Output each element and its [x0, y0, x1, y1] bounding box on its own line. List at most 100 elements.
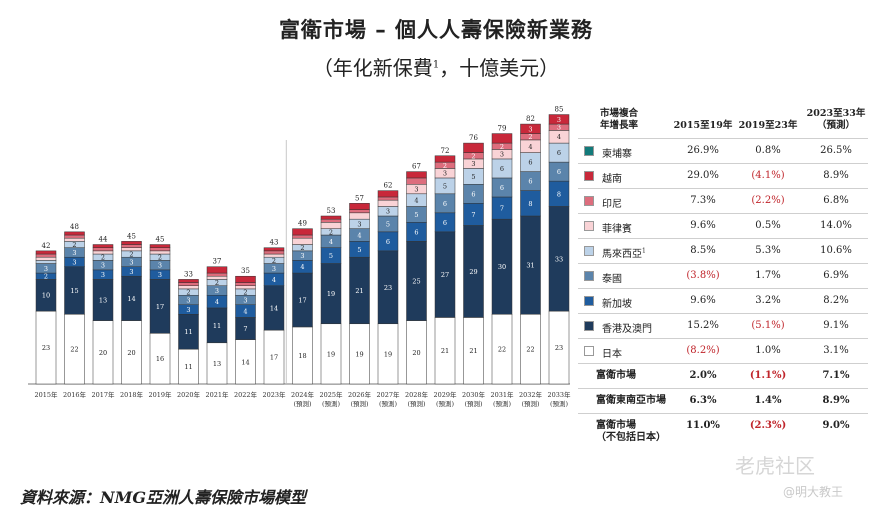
- category-label: 2015年: [34, 390, 58, 399]
- bar-segment-label: 17: [298, 296, 306, 304]
- legend-cagr-value: 8.5%: [690, 245, 716, 256]
- legend-total-value: 1.4%: [754, 395, 782, 406]
- category-label: 2033年: [547, 390, 571, 399]
- legend-cagr-value: 0.5%: [755, 220, 781, 231]
- bar-segment-label: 6: [443, 219, 447, 227]
- legend-market-name: 香港及澳門: [602, 324, 652, 335]
- bar-segment-label: 2: [44, 273, 48, 281]
- bar-segment-label: 3: [272, 265, 276, 273]
- bar-segment-vietnam: [377, 190, 399, 198]
- bar-segment-label: 14: [270, 304, 278, 312]
- forecast-label: (預測): [350, 399, 369, 408]
- bar-segment-label: 3: [186, 296, 190, 304]
- bar-segment-indonesia: [377, 196, 399, 201]
- subtitle-tail: ，十億美元）: [439, 56, 560, 80]
- category-label: 2032年: [519, 390, 543, 399]
- legend-swatch-cambodia: [584, 146, 594, 156]
- bar-segment-label: 3: [101, 262, 105, 270]
- bar-segment-label: 2: [72, 241, 76, 249]
- category-label: 2030年: [462, 390, 486, 399]
- bar-segment-indonesia: [263, 250, 285, 255]
- bar-segment-label: 30: [498, 263, 506, 271]
- bar-segment-label: 4: [528, 143, 532, 151]
- bar-segment-label: 5: [443, 182, 447, 190]
- legend-cagr-value: (2.2%): [751, 195, 785, 206]
- category-label: 2031年: [490, 390, 514, 399]
- bar-segment-indonesia: [149, 247, 171, 252]
- chart-subtitle: （年化新保費1，十億美元）: [0, 52, 872, 81]
- bar-segment-label: 19: [355, 350, 363, 358]
- bar-segment-philippines: [263, 253, 285, 258]
- bar-total-label: 76: [469, 134, 478, 142]
- bar-segment-vietnam: [434, 155, 456, 163]
- bar-segment-vietnam: [35, 250, 57, 255]
- bar-segment-label: 3: [471, 160, 475, 168]
- bar-segment-philippines: [349, 212, 370, 220]
- bar-segment-label: 3: [414, 186, 418, 194]
- bar-segment-philippines: [377, 199, 399, 207]
- bar-segment-label: 4: [300, 263, 304, 271]
- bar-segment-label: 6: [528, 159, 532, 167]
- forecast-label: (預測): [322, 399, 341, 408]
- watermark-author: @明大教王: [783, 485, 844, 499]
- bar-segment-vietnam: [149, 244, 171, 248]
- bar-segment-label: 2: [300, 244, 304, 252]
- bar-total-label: 62: [384, 182, 393, 190]
- forecast-label: (預測): [436, 399, 455, 408]
- legend-total-row: 富衛東南亞市場 6.3% 1.4% 8.9%: [578, 388, 868, 414]
- bar-segment-indonesia: [235, 282, 256, 286]
- bar-segment-vietnam: [92, 244, 114, 248]
- bar-segment-label: 3: [129, 258, 133, 266]
- bar-segment-label: 2: [528, 133, 532, 141]
- legend-total-value: 9.0%: [822, 420, 850, 431]
- category-label: 2021年: [205, 390, 229, 399]
- bar-segment-label: 2: [129, 251, 133, 259]
- bar-segment-label: 31: [526, 262, 534, 270]
- category-label: 2029年: [433, 390, 457, 399]
- legend-total-name: 富衛市場: [596, 370, 636, 381]
- bar-segment-label: 6: [414, 228, 418, 236]
- bar-segment-vietnam: [491, 133, 513, 144]
- category-label: 2019年: [148, 390, 172, 399]
- legend-cagr-value: 0.8%: [755, 145, 781, 156]
- legend-market-name: 印尼: [602, 199, 622, 210]
- bar-segment-label: 3: [44, 265, 48, 273]
- bar-total-label: 79: [498, 125, 507, 133]
- legend-row-singapore: 新加坡 9.6% 3.2% 8.2%: [578, 288, 868, 314]
- bar-segment-label: 2: [243, 289, 247, 297]
- bar-segment-philippines: [149, 250, 171, 255]
- bar-segment-label: 7: [500, 205, 504, 213]
- bar-segment-label: 3: [72, 249, 76, 257]
- legend-row-philippines: 菲律賓 9.6% 0.5% 14.0%: [578, 213, 868, 239]
- bar-total-label: 57: [355, 194, 364, 202]
- bar-total-label: 45: [156, 236, 165, 244]
- bar-segment-label: 2: [500, 143, 504, 151]
- bar-segment-label: 3: [300, 252, 304, 260]
- bar-segment-indonesia: [320, 218, 342, 223]
- legend-swatch-singapore: [584, 296, 594, 306]
- bar-segment-vietnam: [548, 114, 570, 125]
- legend-cagr-value: 14.0%: [820, 220, 852, 231]
- legend-row-thailand: 泰國 (3.8%) 1.7% 6.9%: [578, 263, 868, 289]
- bar-total-label: 42: [42, 242, 51, 250]
- legend-total-row: 富衛市場 （不包括日本） 11.0% (2.3%) 9.0%: [578, 413, 868, 446]
- subtitle-footnote: 1: [432, 59, 440, 71]
- bar-segment-label: 5: [386, 220, 390, 228]
- legend-row-malaysia: 馬來西亞1 8.5% 5.3% 10.6%: [578, 238, 868, 264]
- bar-segment-label: 3: [72, 258, 76, 266]
- bar-segment-label: 3: [557, 124, 561, 132]
- bar-segment-label: 5: [414, 211, 418, 219]
- bar-total-label: 53: [327, 207, 336, 215]
- legend-row-hongkong: 香港及澳門 15.2% (5.1%) 9.1%: [578, 313, 868, 339]
- bar-segment-label: 23: [555, 344, 563, 352]
- bar-segment-label: 5: [329, 252, 333, 260]
- bar-segment-philippines: [178, 285, 199, 290]
- bar-segment-label: 21: [441, 347, 449, 355]
- bar-total-label: 48: [70, 223, 79, 231]
- bar-segment-malaysia: [35, 260, 57, 264]
- stacked-bar-chart: 231023422015年2215332482016年2013332442017…: [28, 106, 571, 408]
- bar-segment-label: 20: [412, 349, 420, 357]
- bar-total-label: 82: [526, 115, 535, 123]
- bar-segment-label: 6: [443, 200, 447, 208]
- legend-swatch-thailand: [584, 271, 594, 281]
